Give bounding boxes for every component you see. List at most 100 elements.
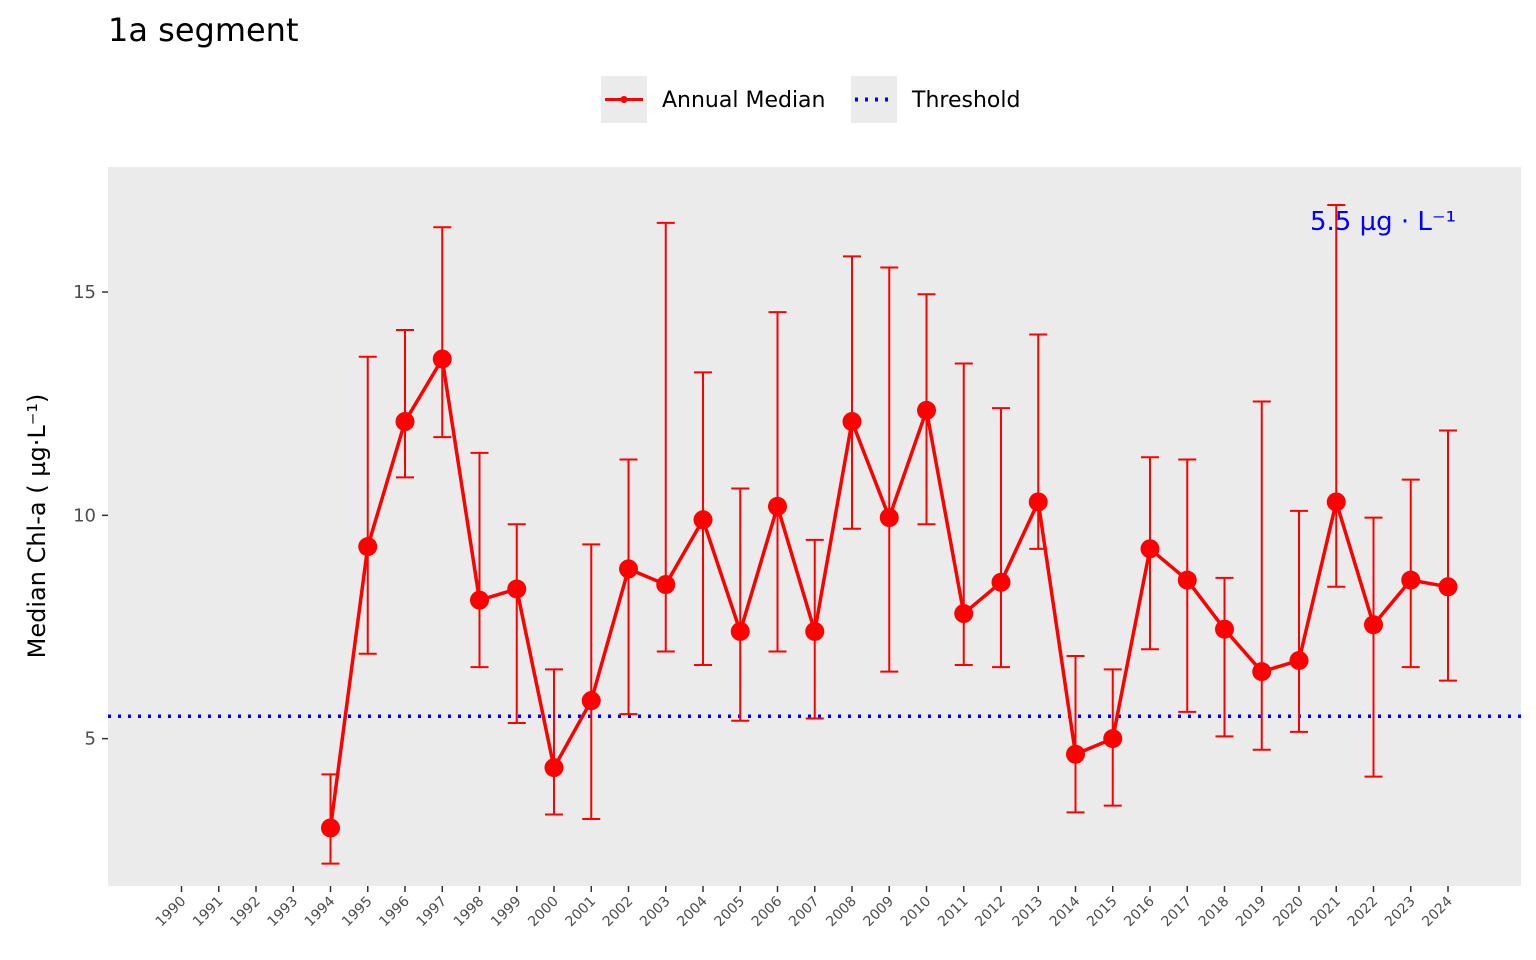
error-bar-2020 (1290, 509, 1308, 733)
point-2021 (1326, 492, 1346, 512)
legend-label-threshold: Threshold (911, 88, 1020, 113)
x-tick-label-1992: 1992 (227, 894, 264, 931)
chart-title: 1a segment (108, 11, 299, 49)
error-bar-2001 (582, 543, 601, 821)
point-2006 (768, 496, 787, 516)
threshold-annotation: 5.5 µg · L⁻¹ (1310, 207, 1456, 237)
y-tick-label-15: 15 (73, 282, 96, 303)
error-bar-2006 (768, 311, 787, 653)
point-1998 (470, 590, 489, 610)
x-tick-label-2001: 2001 (563, 894, 600, 931)
x-tick-label-2023: 2023 (1382, 894, 1419, 931)
point-1994 (321, 818, 340, 838)
legend-label-annual-median: Annual Median (662, 88, 826, 113)
point-2013 (1028, 492, 1048, 512)
point-2003 (656, 575, 676, 595)
x-tick-label-2019: 2019 (1233, 894, 1270, 931)
point-2000 (544, 758, 564, 778)
error-bar-2024 (1439, 429, 1457, 682)
x-tick-label-2024: 2024 (1419, 893, 1456, 930)
error-bar-2019 (1252, 400, 1271, 751)
point-2024 (1438, 577, 1458, 597)
point-2011 (954, 604, 974, 624)
point-2002 (619, 559, 638, 579)
x-tick-label-2015: 2015 (1084, 894, 1121, 931)
y-axis-label: Median Chl-a ( µg·L⁻¹) (23, 394, 51, 659)
point-2004 (693, 510, 713, 530)
x-tick-label-2018: 2018 (1196, 894, 1233, 931)
point-2009 (879, 508, 899, 528)
error-bar-2008 (843, 255, 861, 530)
x-tick-label-1995: 1995 (339, 894, 376, 931)
point-2016 (1140, 539, 1160, 559)
error-bar-2000 (545, 668, 563, 816)
point-2023 (1401, 570, 1421, 590)
x-tick-label-2002: 2002 (600, 894, 637, 931)
x-tick-label-2022: 2022 (1345, 894, 1382, 931)
x-tick-label-1994: 1994 (302, 893, 339, 930)
x-tick-label-2008: 2008 (823, 894, 860, 931)
x-tick-label-1993: 1993 (265, 894, 302, 931)
x-tick-label-2006: 2006 (749, 893, 786, 930)
x-tick-label-2021: 2021 (1308, 894, 1345, 931)
error-bar-1997 (433, 226, 452, 439)
point-2012 (991, 572, 1011, 592)
error-bar-2005 (731, 487, 750, 722)
point-2008 (842, 412, 862, 432)
point-2007 (805, 621, 825, 641)
point-2001 (581, 691, 601, 711)
point-2018 (1215, 619, 1234, 639)
x-tick-label-1997: 1997 (414, 894, 451, 931)
y-axis: 5 10 15 (73, 282, 108, 750)
point-2014 (1066, 744, 1085, 764)
x-tick-label-2010: 2010 (898, 894, 935, 931)
x-tick-label-2013: 2013 (1010, 894, 1047, 931)
error-bar-2022 (1364, 516, 1383, 778)
x-tick-label-2005: 2005 (712, 894, 749, 931)
error-bar-1996 (396, 329, 414, 479)
error-bar-2002 (619, 458, 638, 716)
point-1999 (507, 579, 527, 599)
point-1997 (432, 349, 452, 369)
x-axis: 1990 1991 1992 1993 1994 1995 1996 1997 1998 1999… (153, 886, 1456, 930)
legend: Annual Median Threshold (601, 76, 1020, 123)
point-2020 (1289, 650, 1309, 670)
point-layer (321, 349, 1458, 838)
error-bar-2009 (880, 266, 899, 673)
error-bar-1998 (470, 451, 489, 669)
legend-key-threshold (851, 76, 897, 123)
point-2017 (1177, 570, 1197, 590)
x-tick-label-2011: 2011 (935, 894, 972, 931)
x-tick-label-1999: 1999 (488, 894, 525, 931)
x-tick-label-2007: 2007 (786, 894, 823, 931)
y-tick-label-10: 10 (73, 505, 96, 526)
x-tick-label-1991: 1991 (190, 894, 227, 931)
point-1995 (358, 537, 378, 557)
x-tick-label-1996: 1996 (376, 893, 413, 930)
point-2019 (1252, 662, 1272, 682)
x-tick-label-2012: 2012 (972, 894, 1009, 931)
error-bar-2021 (1327, 203, 1346, 588)
error-bar-2012 (992, 407, 1010, 669)
x-tick-label-2020: 2020 (1270, 894, 1307, 931)
error-bar-2018 (1215, 576, 1234, 738)
error-bar-1995 (358, 355, 377, 655)
point-2022 (1364, 615, 1383, 635)
x-tick-label-2004: 2004 (674, 893, 711, 930)
error-bar-2014 (1066, 655, 1085, 814)
error-bar-1999 (507, 523, 526, 724)
point-1996 (395, 412, 415, 432)
point-2010 (917, 400, 936, 420)
x-tick-label-2000: 2000 (525, 894, 562, 931)
x-tick-label-2009: 2009 (861, 894, 898, 931)
x-tick-label-1998: 1998 (451, 894, 488, 931)
x-tick-label-2003: 2003 (637, 894, 674, 931)
plot-panel (108, 167, 1521, 886)
point-2015 (1103, 729, 1123, 749)
x-tick-label-2016: 2016 (1121, 893, 1158, 930)
x-tick-label-2017: 2017 (1159, 894, 1196, 931)
x-tick-label-2014: 2014 (1047, 893, 1084, 930)
point-2005 (730, 621, 750, 641)
x-tick-label-1990: 1990 (153, 894, 190, 931)
